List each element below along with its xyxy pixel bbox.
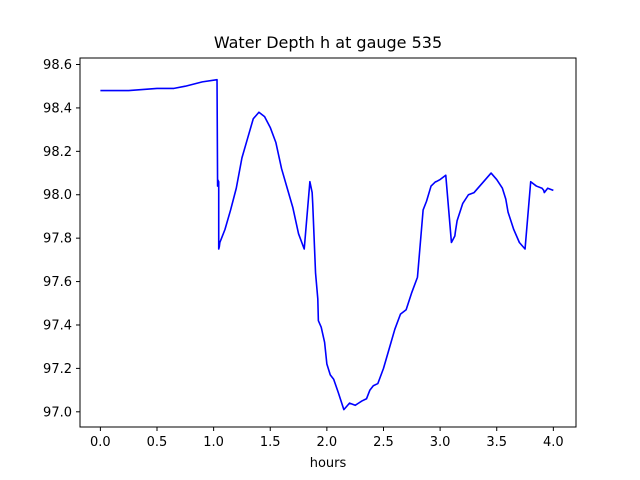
y-tick-label: 97.4 — [43, 318, 72, 333]
axes-frame — [79, 57, 577, 428]
x-axis-label: hours — [310, 456, 347, 471]
x-tick-label: 0.5 — [147, 435, 168, 450]
y-tick-label: 97.0 — [43, 405, 72, 420]
y-tick-label: 97.6 — [43, 275, 72, 290]
y-tick-label: 98.4 — [43, 101, 72, 116]
x-tick-label: 3.5 — [486, 435, 507, 450]
x-tick-label: 1.0 — [203, 435, 224, 450]
chart-title: Water Depth h at gauge 535 — [214, 33, 442, 52]
plot-area — [100, 78, 554, 411]
y-tick-label: 97.2 — [43, 362, 72, 377]
y-tick-label: 98.6 — [43, 58, 72, 73]
x-tick-label: 3.0 — [430, 435, 451, 450]
y-tick-label: 98.0 — [43, 188, 72, 203]
y-tick-label: 98.2 — [43, 145, 72, 160]
series-line-0 — [100, 78, 554, 411]
y-axis: 97.0 97.2 97.4 97.6 97.8 98.0 98.2 98.4 98.6 — [43, 58, 80, 420]
x-tick-label: 2.0 — [317, 435, 338, 450]
x-tick-label: 2.5 — [373, 435, 394, 450]
x-axis: 0.0 0.5 1.0 1.5 2.0 2.5 3.0 3.5 4.0 — [90, 427, 564, 450]
x-tick-label: 4.0 — [543, 435, 564, 450]
y-tick-label: 97.8 — [43, 232, 72, 247]
x-tick-label: 1.5 — [260, 435, 281, 450]
x-tick-label: 0.0 — [90, 435, 111, 450]
